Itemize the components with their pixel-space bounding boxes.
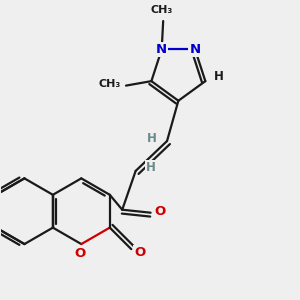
Text: H: H: [214, 70, 224, 83]
Text: O: O: [75, 248, 86, 260]
Text: N: N: [156, 43, 167, 56]
Text: CH₃: CH₃: [151, 5, 173, 15]
Text: H: H: [147, 132, 156, 145]
Text: O: O: [134, 246, 145, 259]
Text: O: O: [154, 205, 166, 218]
Text: CH₃: CH₃: [98, 79, 121, 89]
Text: N: N: [190, 43, 201, 56]
Text: H: H: [146, 161, 155, 174]
